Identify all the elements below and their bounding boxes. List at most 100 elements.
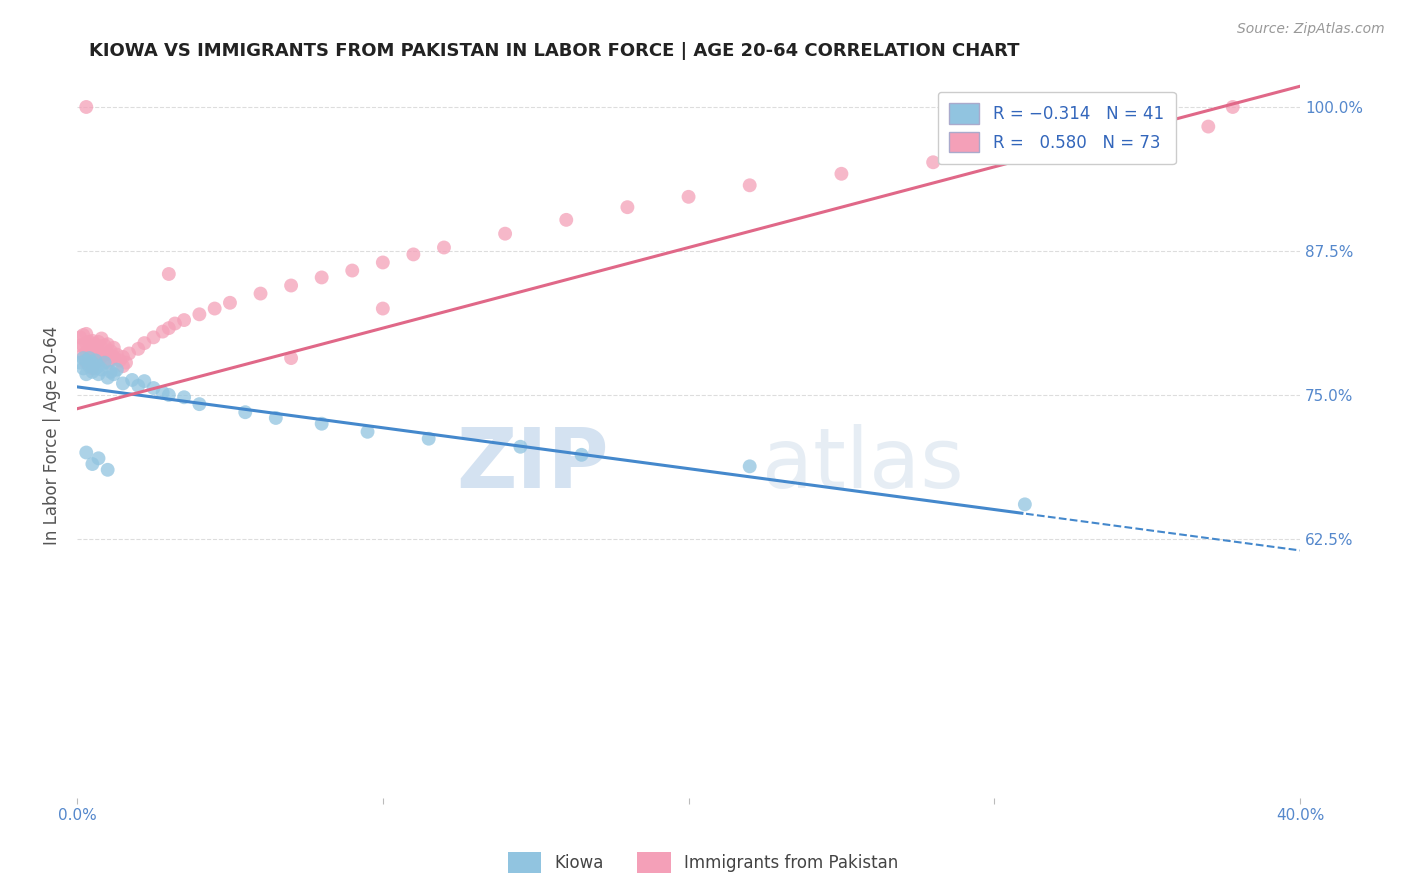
Point bbox=[84, 337, 107, 351]
Point bbox=[1105, 131, 1128, 145]
Point bbox=[87, 451, 110, 466]
Point bbox=[84, 356, 107, 370]
Point bbox=[97, 346, 120, 360]
Point bbox=[157, 267, 180, 281]
Point bbox=[100, 365, 122, 379]
Point bbox=[134, 374, 156, 388]
Point bbox=[108, 353, 131, 368]
Point bbox=[69, 338, 91, 352]
Point bbox=[87, 368, 110, 382]
Point bbox=[280, 278, 302, 293]
Point bbox=[72, 351, 94, 365]
Legend: Kiowa, Immigrants from Pakistan: Kiowa, Immigrants from Pakistan bbox=[501, 846, 905, 880]
Point bbox=[678, 190, 700, 204]
Point bbox=[111, 376, 134, 391]
Point bbox=[90, 362, 112, 376]
Point bbox=[79, 344, 101, 359]
Point bbox=[79, 334, 101, 349]
Point bbox=[100, 353, 122, 368]
Point bbox=[118, 346, 141, 360]
Point bbox=[509, 440, 531, 454]
Point bbox=[75, 100, 97, 114]
Point bbox=[311, 417, 333, 431]
Point bbox=[72, 361, 94, 376]
Point bbox=[356, 425, 378, 439]
Point bbox=[79, 353, 101, 368]
Point bbox=[233, 405, 256, 419]
Point bbox=[84, 346, 107, 360]
Point bbox=[121, 373, 143, 387]
Point bbox=[100, 344, 122, 359]
Point bbox=[738, 178, 761, 193]
Point bbox=[97, 463, 120, 477]
Point bbox=[264, 411, 287, 425]
Point bbox=[93, 356, 115, 370]
Point bbox=[75, 336, 97, 351]
Point bbox=[219, 295, 242, 310]
Point bbox=[188, 397, 211, 411]
Point bbox=[72, 338, 94, 352]
Point bbox=[84, 353, 107, 368]
Point bbox=[571, 448, 593, 462]
Point bbox=[82, 361, 104, 376]
Point bbox=[555, 212, 578, 227]
Point bbox=[87, 344, 110, 359]
Point bbox=[1222, 100, 1244, 114]
Text: atlas: atlas bbox=[762, 424, 963, 505]
Point bbox=[82, 343, 104, 357]
Point bbox=[79, 359, 101, 373]
Point bbox=[371, 301, 394, 316]
Point bbox=[69, 356, 91, 370]
Point bbox=[87, 353, 110, 368]
Point bbox=[157, 388, 180, 402]
Point bbox=[1014, 143, 1036, 157]
Point bbox=[127, 378, 149, 392]
Point bbox=[830, 167, 852, 181]
Point bbox=[82, 356, 104, 370]
Text: Source: ZipAtlas.com: Source: ZipAtlas.com bbox=[1237, 22, 1385, 37]
Point bbox=[111, 350, 134, 364]
Point bbox=[152, 325, 174, 339]
Legend: R = −0.314   N = 41, R =   0.580   N = 73: R = −0.314 N = 41, R = 0.580 N = 73 bbox=[938, 92, 1175, 164]
Point bbox=[342, 263, 364, 277]
Point bbox=[87, 359, 110, 373]
Point bbox=[90, 350, 112, 364]
Point bbox=[157, 321, 180, 335]
Point bbox=[103, 341, 125, 355]
Point bbox=[82, 365, 104, 379]
Point bbox=[82, 352, 104, 367]
Text: KIOWA VS IMMIGRANTS FROM PAKISTAN IN LABOR FORCE | AGE 20-64 CORRELATION CHART: KIOWA VS IMMIGRANTS FROM PAKISTAN IN LAB… bbox=[90, 42, 1019, 60]
Point bbox=[97, 356, 120, 370]
Point bbox=[105, 362, 128, 376]
Point bbox=[97, 337, 120, 351]
Point bbox=[105, 348, 128, 362]
Point bbox=[204, 301, 226, 316]
Point bbox=[418, 432, 440, 446]
Point bbox=[402, 247, 425, 261]
Point bbox=[433, 240, 456, 254]
Point bbox=[75, 326, 97, 341]
Point bbox=[142, 381, 165, 395]
Point bbox=[84, 361, 107, 376]
Text: ZIP: ZIP bbox=[457, 424, 609, 505]
Point bbox=[69, 330, 91, 344]
Point bbox=[82, 334, 104, 348]
Point bbox=[922, 155, 945, 169]
Point bbox=[72, 348, 94, 362]
Point bbox=[103, 368, 125, 382]
Point bbox=[1014, 497, 1036, 511]
Point bbox=[1197, 120, 1219, 134]
Point bbox=[75, 353, 97, 368]
Point bbox=[127, 342, 149, 356]
Point bbox=[142, 330, 165, 344]
Point bbox=[103, 350, 125, 364]
Point bbox=[494, 227, 516, 241]
Point bbox=[371, 255, 394, 269]
Point bbox=[75, 345, 97, 359]
Point bbox=[152, 385, 174, 400]
Point bbox=[173, 390, 195, 404]
Point bbox=[249, 286, 271, 301]
Point bbox=[616, 200, 638, 214]
Point bbox=[75, 368, 97, 382]
Point bbox=[173, 313, 195, 327]
